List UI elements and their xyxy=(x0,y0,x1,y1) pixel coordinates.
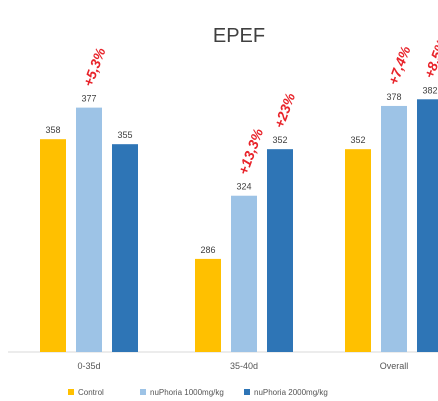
legend-swatch-control xyxy=(68,389,74,395)
legend-swatch-nuphoria-1000mg-kg xyxy=(140,389,146,395)
bar-0-35d-nuphoria-1000mg-kg xyxy=(76,107,102,352)
value-label-35-40d-control: 286 xyxy=(200,245,215,255)
legend-swatch-nuphoria-2000mg-kg xyxy=(244,389,250,395)
bar-35-40d-nuphoria-2000mg-kg xyxy=(267,149,293,352)
bar-overall-nuphoria-1000mg-kg xyxy=(381,105,407,352)
value-label-overall-nuphoria-1000mg-kg: 378 xyxy=(386,92,401,102)
value-labels-group: 358 377 355 286 324 352 352 378 382 xyxy=(45,85,437,255)
category-labels-group: 0-35d 35-40d Overall xyxy=(77,361,408,371)
annotation-35-40d-nuphoria-2000mg-kg: +23% xyxy=(271,90,299,130)
value-label-overall-nuphoria-2000mg-kg: 382 xyxy=(422,85,437,95)
legend-label-nuphoria-1000mg-kg: nuPhoria 1000mg/kg xyxy=(150,388,224,397)
category-label-overall: Overall xyxy=(380,361,409,371)
annotation-35-40d-nuphoria-1000mg-kg: +13,3% xyxy=(235,126,267,177)
value-label-overall-control: 352 xyxy=(350,135,365,145)
legend-label-nuphoria-2000mg-kg: nuPhoria 2000mg/kg xyxy=(254,388,328,397)
value-label-0-35d-control: 358 xyxy=(45,125,60,135)
annotation-overall-nuphoria-1000mg-kg: +7,4% xyxy=(385,43,414,87)
value-label-0-35d-nuphoria-1000mg-kg: 377 xyxy=(81,94,96,104)
legend-label-control: Control xyxy=(78,388,104,397)
value-label-35-40d-nuphoria-1000mg-kg: 324 xyxy=(236,182,251,192)
category-label-35-40d: 35-40d xyxy=(230,361,258,371)
bar-35-40d-control xyxy=(195,258,221,352)
annotation-0-35d-nuphoria-1000mg-kg: +5,3% xyxy=(80,45,109,89)
bar-35-40d-nuphoria-1000mg-kg xyxy=(231,195,257,352)
bar-overall-nuphoria-2000mg-kg xyxy=(417,99,438,352)
value-label-35-40d-nuphoria-2000mg-kg: 352 xyxy=(272,135,287,145)
bar-0-35d-nuphoria-2000mg-kg xyxy=(112,144,138,352)
chart-title: EPEF xyxy=(213,25,265,47)
category-label-0-35d: 0-35d xyxy=(77,361,100,371)
bar-overall-control xyxy=(345,149,371,352)
value-label-0-35d-nuphoria-2000mg-kg: 355 xyxy=(117,130,132,140)
bar-0-35d-control xyxy=(40,139,66,352)
legend: Control nuPhoria 1000mg/kg nuPhoria 2000mg… xyxy=(68,388,328,397)
bars-group xyxy=(40,99,438,352)
annotation-overall-nuphoria-2000mg-kg: +8,5% xyxy=(421,37,438,81)
